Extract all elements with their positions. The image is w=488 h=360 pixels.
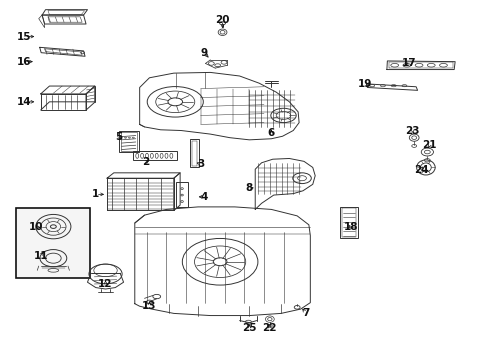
- Text: 9: 9: [201, 48, 208, 58]
- Text: 12: 12: [98, 279, 113, 289]
- Text: 8: 8: [245, 183, 252, 193]
- Bar: [133, 151, 177, 160]
- Bar: [339, 207, 357, 238]
- Text: 11: 11: [33, 251, 48, 261]
- Bar: [119, 131, 139, 152]
- Text: 20: 20: [215, 15, 229, 26]
- Text: 23: 23: [405, 126, 419, 135]
- Text: 1: 1: [92, 189, 99, 199]
- Text: 18: 18: [343, 222, 357, 232]
- Text: 19: 19: [358, 79, 372, 89]
- Text: 16: 16: [17, 57, 31, 67]
- Text: 13: 13: [142, 301, 156, 311]
- Text: 5: 5: [115, 132, 122, 142]
- Text: 21: 21: [422, 140, 436, 150]
- Text: 2: 2: [142, 157, 149, 167]
- Bar: [176, 182, 188, 207]
- Text: 25: 25: [242, 323, 256, 333]
- Text: 14: 14: [17, 97, 31, 107]
- Bar: [121, 132, 137, 150]
- Bar: [189, 139, 198, 167]
- Text: 4: 4: [201, 192, 208, 202]
- Text: 10: 10: [28, 222, 43, 232]
- Text: 17: 17: [401, 58, 416, 68]
- Text: 22: 22: [262, 323, 277, 333]
- Text: 6: 6: [267, 129, 274, 138]
- Text: 24: 24: [413, 165, 427, 175]
- Text: 7: 7: [301, 308, 308, 318]
- Bar: [16, 208, 90, 278]
- Text: 15: 15: [17, 32, 31, 41]
- Bar: [191, 140, 196, 166]
- Text: 3: 3: [197, 159, 204, 169]
- Bar: [341, 208, 355, 237]
